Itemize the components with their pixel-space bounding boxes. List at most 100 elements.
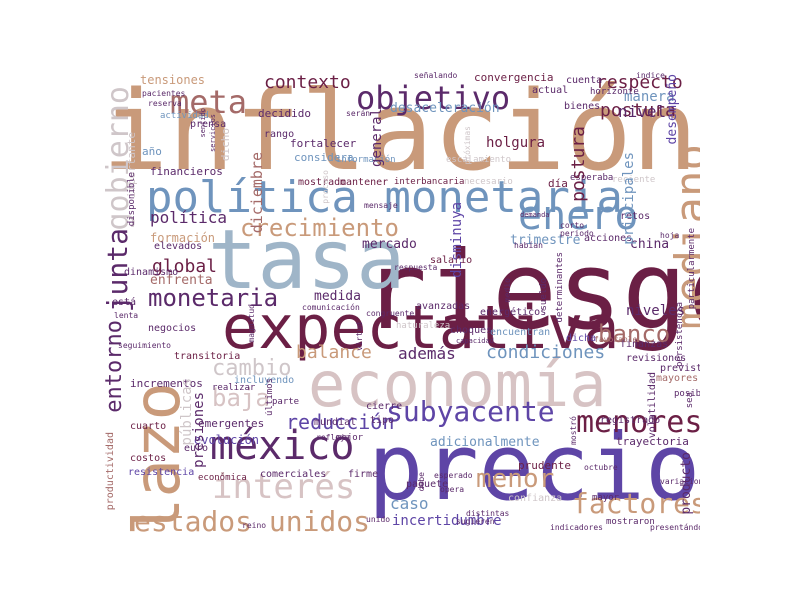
word-indice: índice (636, 72, 665, 80)
word-pacientes: pacientes (142, 89, 186, 98)
word-reduccion: reducción (286, 410, 395, 434)
word-capacidad: capacidad (456, 337, 494, 345)
word-china: china (630, 237, 670, 252)
word-ano: año (142, 145, 162, 158)
word-productividad: productividad (105, 432, 116, 511)
word-global: global (152, 256, 218, 277)
word-cambio: cambio (212, 356, 292, 381)
word-monetaria: monetaria (148, 284, 279, 312)
word-euro: euro (184, 443, 209, 454)
word-crecimiento: crecimiento (240, 214, 399, 242)
word-choques: choques (450, 325, 493, 336)
word-economica: económica (198, 473, 247, 483)
word-enero: enero (518, 193, 639, 239)
word-adicionalmente: adicionalmente (430, 435, 540, 450)
word-sentido: sentido (199, 108, 207, 138)
word-expectativa: expectativa (222, 293, 620, 363)
word-postura-v: postura (568, 126, 589, 202)
word-servicios: servicios (209, 114, 217, 152)
word-persistencia: persistencia (675, 302, 685, 368)
word-interes: interés (212, 467, 356, 507)
word-tipo: tipo (370, 415, 395, 426)
word-esta: está (112, 297, 137, 308)
word-producto: producto (679, 452, 694, 515)
word-rango: rango (264, 129, 295, 140)
word-caso: caso (390, 494, 429, 513)
word-disponible: disponible (127, 172, 137, 227)
word-mercado: mercado (362, 237, 417, 252)
word-costos: costos (130, 453, 167, 464)
word-diciembre: diciembre (248, 152, 266, 234)
word-menores: menores (576, 405, 700, 440)
word-virtud: virtud (355, 322, 364, 351)
word-trimestre: trimestre (510, 233, 581, 248)
word-incrementos: incrementos (130, 377, 203, 390)
word-trayectoria: trayectoria (616, 435, 689, 448)
word-actual: actual (532, 85, 569, 96)
word-esperaba: esperaba (570, 173, 614, 183)
word-octubre: octubre (584, 463, 618, 472)
word-mostro: mostró (569, 416, 578, 445)
word-indicadores: indicadores (550, 523, 603, 532)
word-mostraron: mostraron (606, 517, 655, 527)
word-demanda: demanda (520, 211, 550, 219)
word-baja: baja (212, 384, 270, 412)
word-formacion: formación (150, 231, 216, 245)
word-tensiones: tensiones (140, 73, 206, 87)
word-particularmente: particularmente (687, 228, 697, 310)
word-habian: habían (514, 241, 543, 250)
word-acciones-hoja: hoja (660, 231, 680, 240)
word-variaciones: variaciones (660, 477, 700, 486)
word-salario: salario (430, 255, 473, 266)
word-retos: retos (620, 211, 651, 222)
word-ultimos: últimos (265, 378, 275, 416)
word-meta: meta (170, 83, 248, 121)
word-holgura: holgura (486, 135, 546, 151)
word-cierre: cierre (366, 401, 403, 412)
word-proximas: próximas (463, 126, 472, 165)
word-cuenta: cuenta (566, 75, 603, 86)
word-general: general (369, 108, 385, 168)
word-distintas: distintas (466, 509, 510, 518)
word-seguimiento: seguimiento (118, 341, 171, 350)
word-seran: serán (346, 109, 371, 118)
word-prevista: prevista (660, 363, 700, 374)
word-financieros: financieros (150, 165, 223, 178)
word-desempeno: desempeño (665, 74, 680, 145)
word-sea: sea (685, 392, 695, 409)
word-magnitud: magnitud (247, 304, 256, 343)
word-emergentes: emergentes (198, 417, 265, 430)
word-confianza: confianza (508, 493, 563, 504)
word-encuentran: encuentran (490, 327, 551, 338)
word-favorable: favorable (594, 335, 638, 344)
word-economia: economía (308, 348, 607, 421)
word-reino: reino (242, 521, 267, 530)
word-subyacente: subyacente (386, 395, 555, 428)
word-riesgo: riesgo (362, 229, 700, 354)
word-politica-monetaria: política monetaria (146, 172, 623, 223)
word-esperado: esperado (434, 471, 473, 480)
word-actividad: actividad (160, 111, 209, 121)
word-mejor: mejor (336, 433, 364, 443)
word-presiones: presiones (191, 392, 207, 468)
word-paquete: paquete (406, 479, 449, 490)
word-dicho: dicho (219, 128, 232, 162)
word-firme: firme (348, 469, 379, 480)
word-reciente: reciente (612, 175, 656, 185)
word-incertidumbre: incertidumbre (392, 513, 502, 529)
word-respecto: respecto (596, 72, 683, 93)
word-resistencia: resistencia (128, 467, 195, 478)
word-evolucion: evolución (194, 433, 260, 447)
word-mayores: mayores (656, 373, 699, 384)
word-mostrado: mostrado (298, 177, 347, 188)
word-reserva: reserva (148, 99, 182, 108)
word-cloud: inflación riesgo precios tasa expectativ… (100, 72, 700, 534)
word-comerciales: comerciales (260, 469, 327, 480)
word-senalando: señalando (414, 72, 458, 80)
word-cuarto: cuarto (130, 421, 167, 432)
word-prensa: prensa (190, 119, 227, 130)
word-convergencia: convergencia (474, 72, 554, 84)
word-prudente: prudente (518, 459, 571, 472)
word-refleja: refleja (316, 433, 350, 442)
word-mantener: mantener (340, 177, 389, 188)
